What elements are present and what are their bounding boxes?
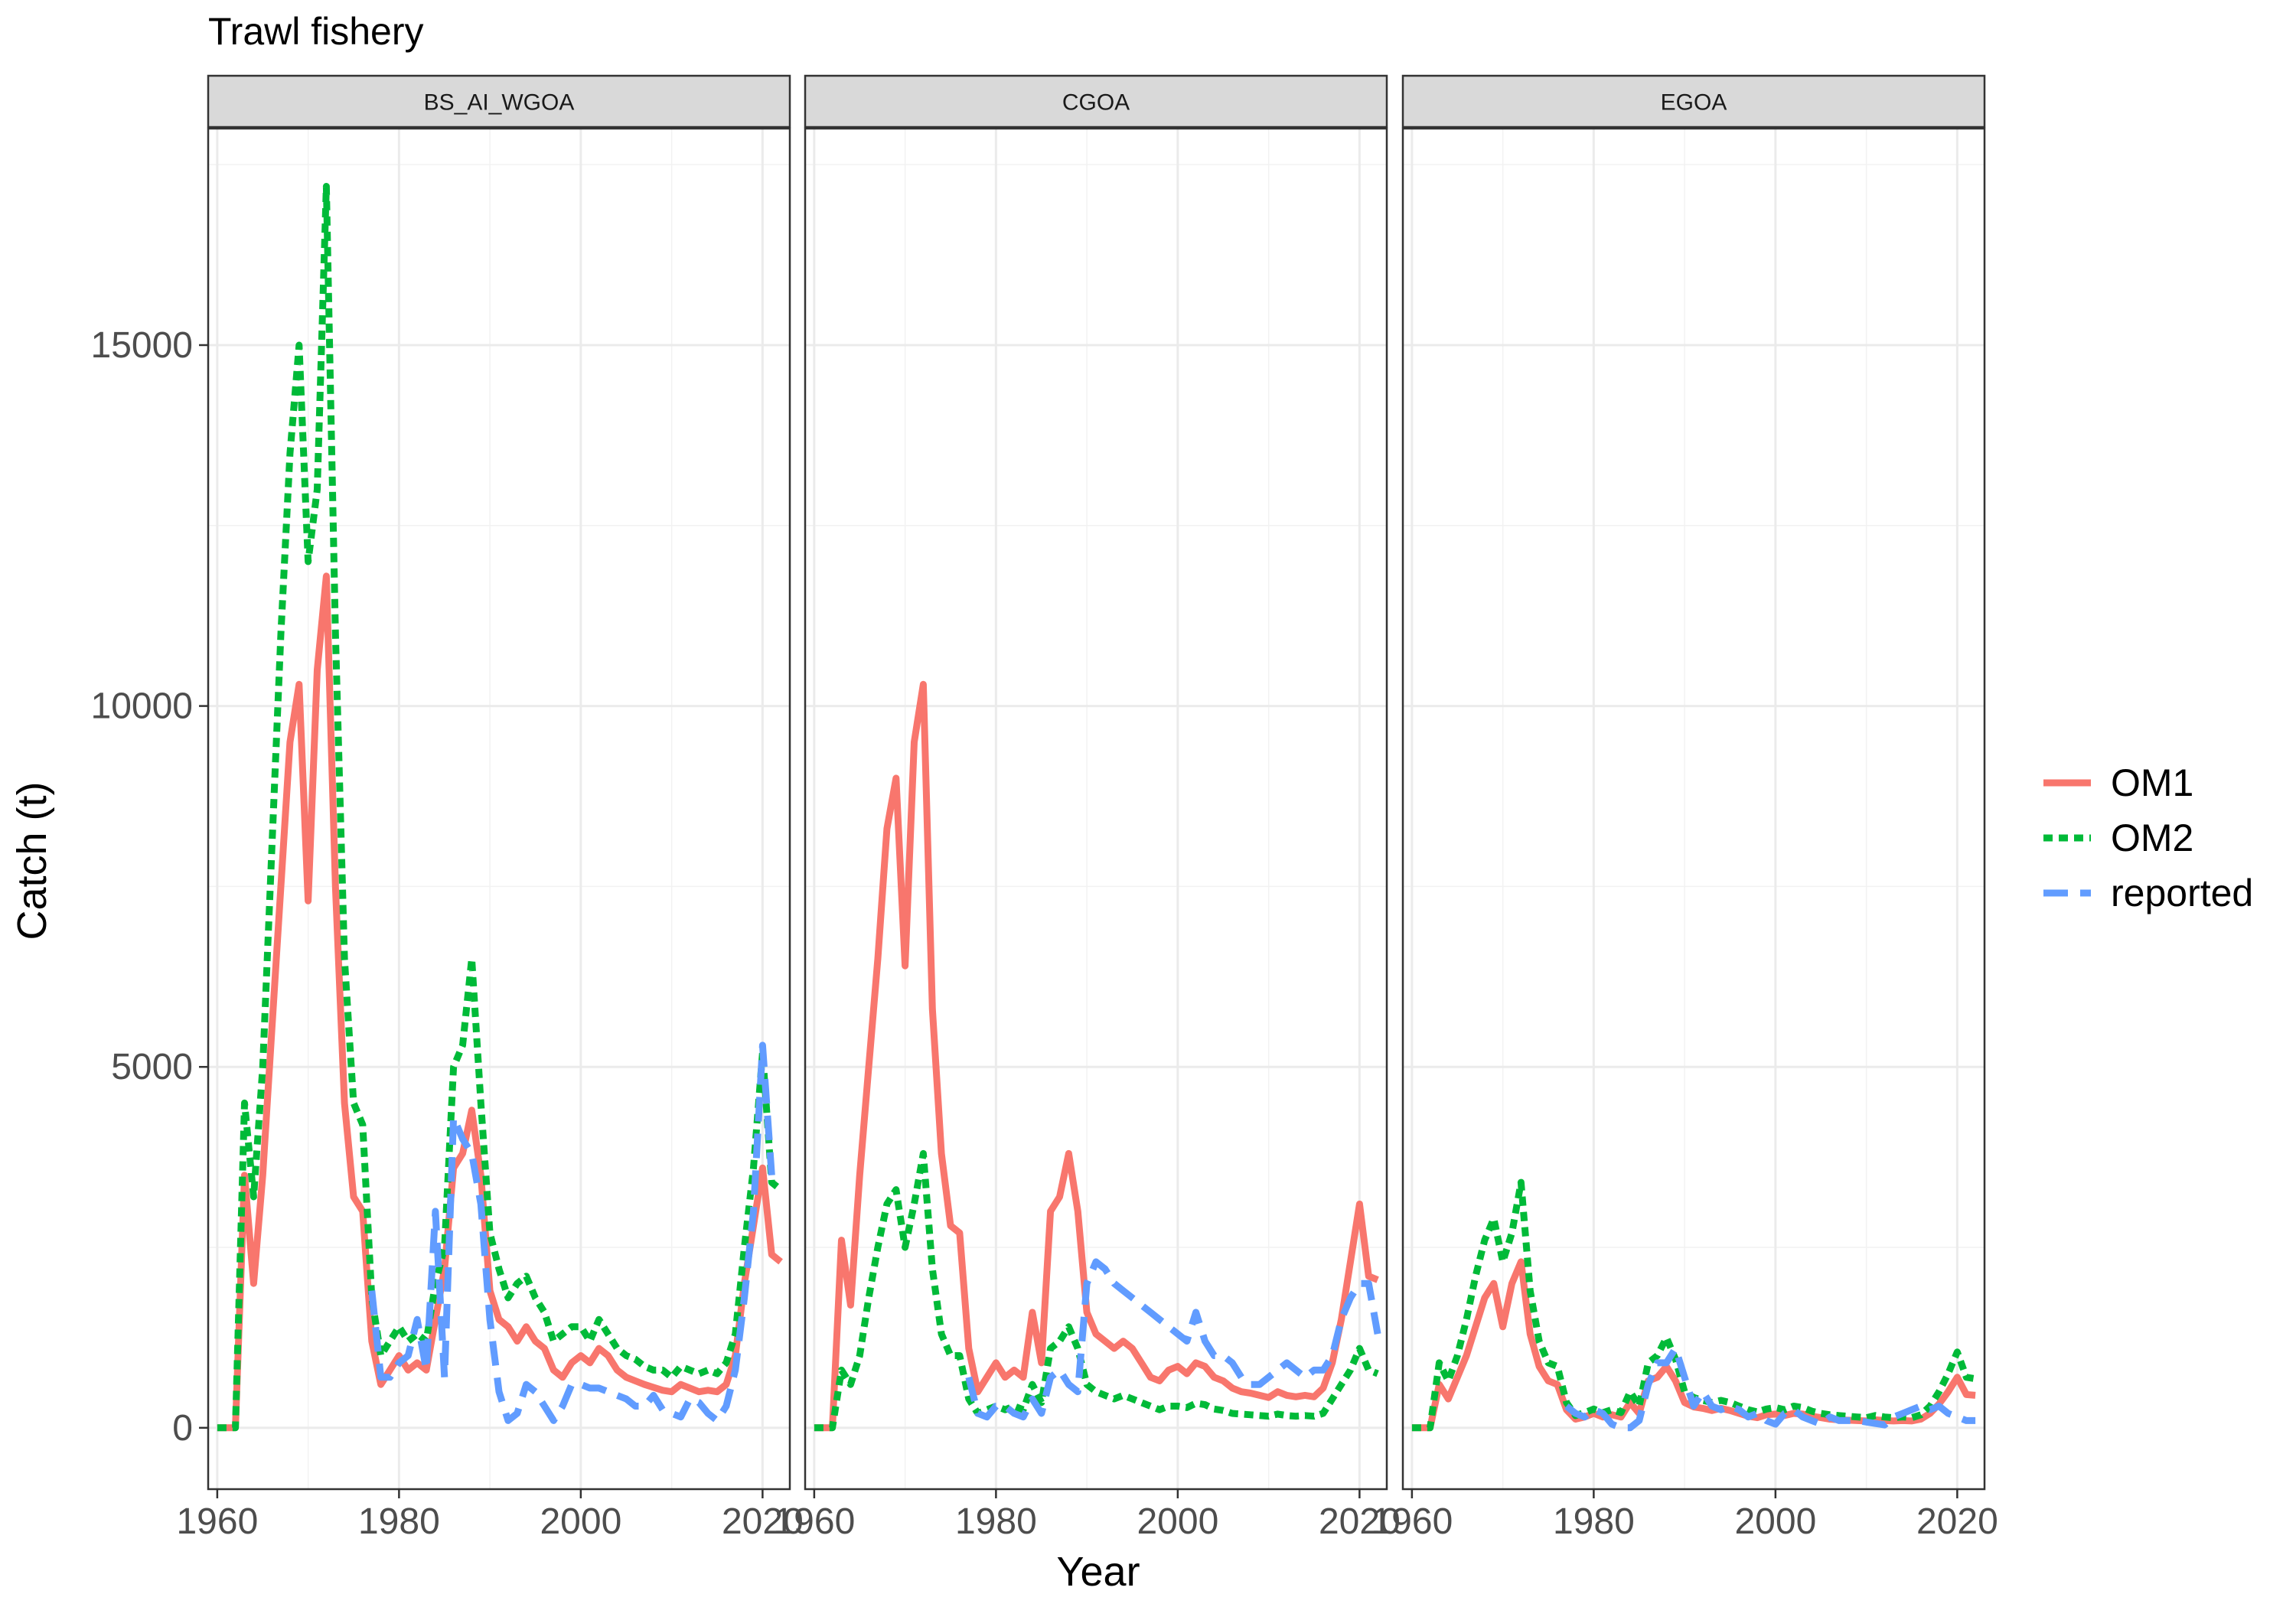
series-line-reported (965, 1258, 1381, 1421)
panel-border (1401, 127, 1986, 1491)
legend-item-om2: OM2 (2043, 817, 2193, 859)
x-tick-label: 1960 (1371, 1501, 1453, 1542)
panel-egoa: EGOA 1960 1980 2000 2020 (1371, 74, 1998, 1542)
panel-background (208, 129, 790, 1489)
legend-item-om1: OM1 (2043, 761, 2193, 804)
x-tick-label: 2020 (1916, 1501, 1998, 1542)
x-tick-label: 2000 (1137, 1501, 1218, 1542)
legend: OM1 OM2 reported (2043, 761, 2253, 914)
panel-background (1403, 129, 1985, 1489)
series-line-reported (1564, 1345, 1976, 1432)
facet-strip (207, 74, 791, 129)
legend-item-reported: reported (2043, 872, 2253, 914)
x-tick-label: 1980 (1553, 1501, 1635, 1542)
legend-label: OM1 (2111, 761, 2193, 804)
panel-cgoa: CGOA 1960 1980 2000 2020 (773, 74, 1401, 1542)
y-tick-label: 5000 (111, 1047, 193, 1087)
facet-strip-label: CGOA (1062, 90, 1130, 116)
series-line-reported (368, 1041, 775, 1424)
x-tick-label: 1980 (955, 1501, 1037, 1542)
panel-border (804, 127, 1388, 1491)
series-line-om1 (814, 680, 1379, 1432)
series-line-om1 (217, 572, 783, 1432)
facet-strip-label: BS_AI_WGOA (424, 90, 575, 116)
x-axis-label: Year (1056, 1549, 1140, 1595)
y-tick-label: 0 (172, 1408, 193, 1449)
legend-label: reported (2111, 872, 2253, 914)
chart-title: Trawl fishery (208, 10, 424, 53)
y-tick-label: 10000 (91, 686, 193, 727)
legend-label: OM2 (2111, 817, 2193, 859)
x-tick-label: 2020 (1319, 1501, 1401, 1542)
series-line-om2 (814, 1149, 1379, 1432)
x-tick-label: 1960 (176, 1501, 258, 1542)
facet-strip (1401, 74, 1986, 129)
x-tick-label: 2020 (722, 1501, 804, 1542)
panels: BS_AI_WGOA 1960 1980 2000 2020 0 5000 10000 1500… (91, 74, 1998, 1542)
x-tick-label: 1980 (358, 1501, 440, 1542)
y-axis-label: Catch (t) (9, 781, 55, 940)
facet-strip-label: EGOA (1661, 90, 1727, 116)
facet-strip (804, 74, 1388, 129)
panel-border (207, 127, 791, 1491)
x-tick-label: 1960 (773, 1501, 855, 1542)
x-tick-label: 2000 (1734, 1501, 1816, 1542)
x-tick-label: 2000 (540, 1501, 621, 1542)
y-tick-label: 15000 (91, 325, 193, 366)
panel-bs-ai-wgoa: BS_AI_WGOA 1960 1980 2000 2020 0 5000 10000 1500… (91, 74, 804, 1542)
series-line-om2 (217, 183, 783, 1432)
